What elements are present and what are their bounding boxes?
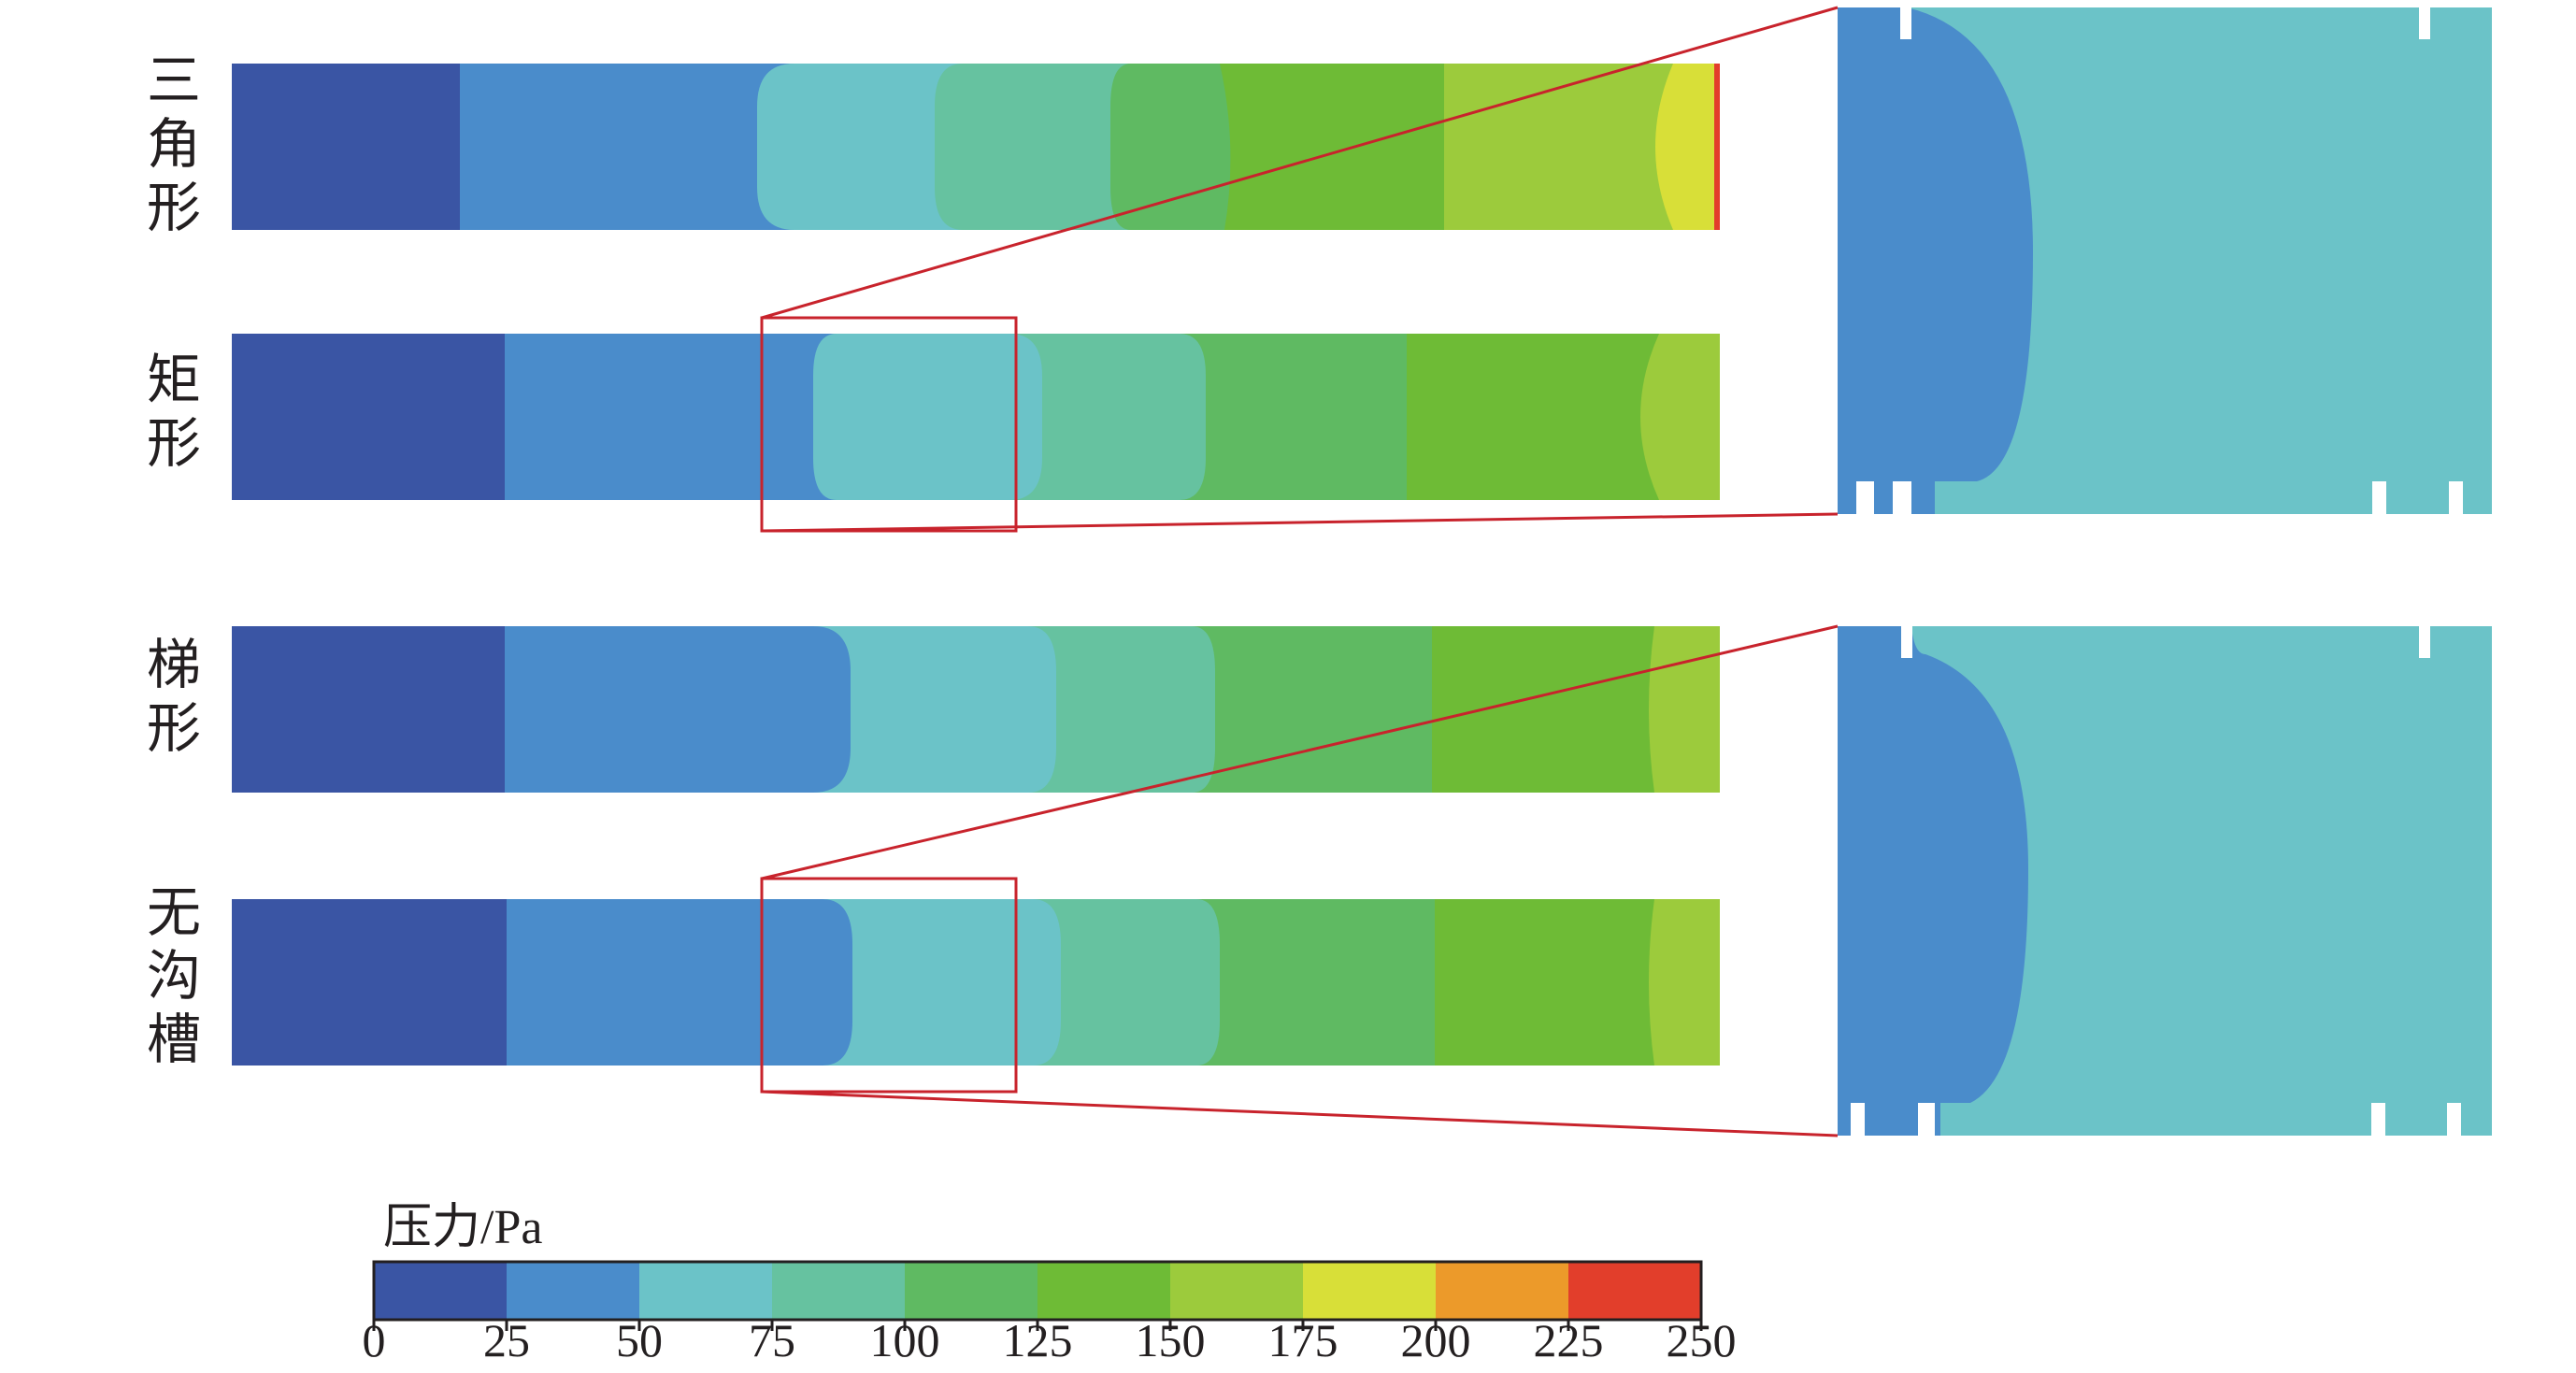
zoom-box-upper	[760, 316, 1018, 533]
colorbar-segment	[1568, 1262, 1702, 1320]
colorbar-tick-label: 175	[1267, 1314, 1338, 1366]
colorbar-tick-label: 0	[362, 1314, 386, 1366]
colorbar-tick-label: 200	[1400, 1314, 1471, 1366]
colorbar-segment	[905, 1262, 1038, 1320]
colorbar-tick-label: 25	[483, 1314, 530, 1366]
contour-strip-trapezoid	[232, 626, 1720, 793]
zoom-panel-no-groove	[1838, 626, 2492, 1136]
colorbar-tick-label: 125	[1002, 1314, 1073, 1366]
colorbar-title: 压力/Pa	[383, 1201, 543, 1254]
colorbar-tick-label: 75	[749, 1314, 795, 1366]
pressure-colorbar	[372, 1260, 1703, 1331]
zoom-panel-rectangle	[1838, 7, 2492, 514]
colorbar-segment	[374, 1262, 508, 1320]
zoom-callouts	[760, 6, 1839, 1137]
row-label-triangle: 三角形	[137, 51, 201, 242]
colorbar-segment	[1436, 1262, 1569, 1320]
row-label-no-groove: 无沟槽	[137, 883, 201, 1074]
colorbar-segment	[507, 1262, 640, 1320]
contour-strip-triangle	[232, 64, 1720, 230]
colorbar-tick-label: 50	[616, 1314, 663, 1366]
contour-strip-no-groove	[232, 899, 1720, 1066]
contour-strip-rectangle	[232, 334, 1720, 500]
colorbar-segment	[1303, 1262, 1437, 1320]
colorbar-tick-label: 225	[1533, 1314, 1604, 1366]
colorbar-segment	[772, 1262, 906, 1320]
colorbar-segment	[639, 1262, 773, 1320]
colorbar-tick-label: 100	[869, 1314, 940, 1366]
colorbar-tick-label: 150	[1135, 1314, 1206, 1366]
colorbar-segment	[1170, 1262, 1304, 1320]
colorbar-segment	[1038, 1262, 1171, 1320]
zoom-box-lower	[760, 877, 1018, 1094]
colorbar-tick-label: 250	[1666, 1314, 1737, 1366]
row-label-trapezoid: 梯形	[137, 636, 201, 763]
row-label-rectangle: 矩形	[137, 350, 201, 478]
